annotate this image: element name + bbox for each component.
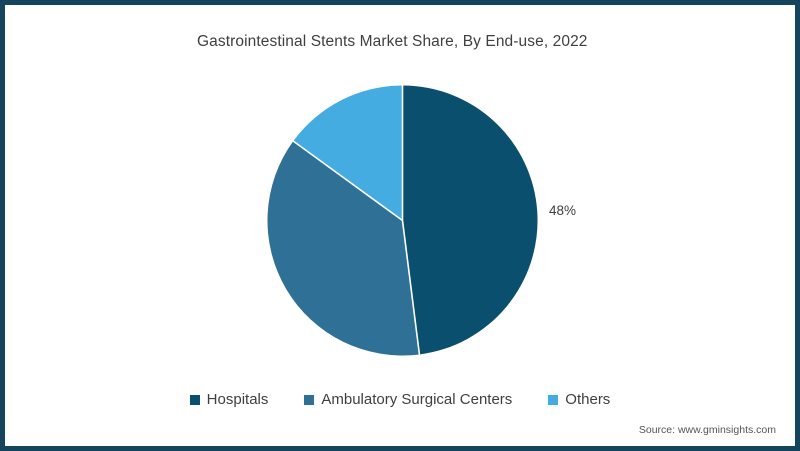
page-title: Gastrointestinal Stents Market Share, By… bbox=[197, 33, 588, 50]
pie-data-label-hospitals: 48% bbox=[549, 203, 577, 218]
pie-chart-svg bbox=[267, 85, 538, 356]
legend-label-ambulatory-surgical-centers: Ambulatory Surgical Centers bbox=[321, 391, 513, 408]
pie-chart bbox=[267, 85, 538, 356]
legend-item-ambulatory-surgical-centers[interactable]: Ambulatory Surgical Centers bbox=[304, 392, 512, 407]
pie-slice-ambulatory-surgical-centers[interactable] bbox=[267, 141, 420, 356]
pie-slice-separator bbox=[401, 220, 421, 355]
legend-label-hospitals: Hospitals bbox=[206, 391, 269, 408]
source-attribution: Source: www.gminsights.com bbox=[638, 424, 776, 436]
pie-slices bbox=[267, 85, 538, 356]
legend-item-others[interactable]: Others bbox=[548, 392, 610, 407]
pie-slice-others[interactable] bbox=[293, 85, 403, 221]
pie-slice-separators bbox=[292, 85, 421, 355]
legend-item-hospitals[interactable]: Hospitals bbox=[189, 391, 269, 408]
pie-slice-separator bbox=[292, 140, 403, 222]
legend-label-others: Others bbox=[565, 391, 611, 408]
pie-slice-hospitals[interactable] bbox=[402, 85, 538, 355]
chart-legend: Hospitals Ambulatory Surgical Centers Ot… bbox=[0, 392, 800, 407]
legend-swatch-others bbox=[548, 394, 559, 405]
legend-swatch-hospitals bbox=[189, 394, 200, 405]
legend-swatch-ambulatory-surgical-centers bbox=[304, 394, 315, 405]
